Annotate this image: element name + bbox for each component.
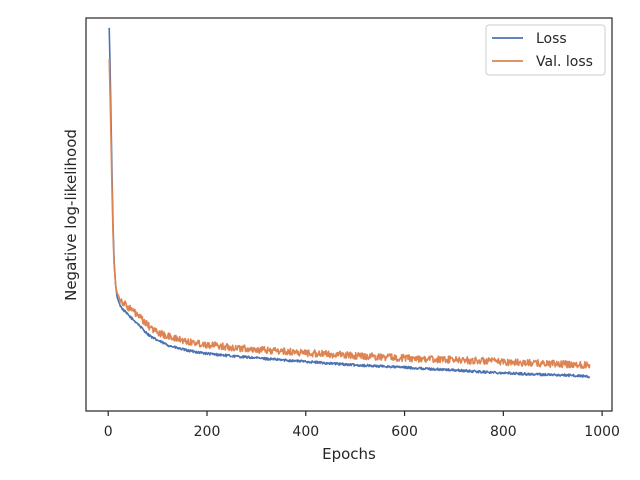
x-tick-label: 600 bbox=[391, 424, 418, 440]
legend-label-loss: Loss bbox=[536, 31, 567, 47]
plot-area bbox=[86, 18, 612, 411]
series-line-loss bbox=[108, 27, 591, 379]
y-axis-title: Negative log-likelihood bbox=[62, 129, 80, 301]
x-tick-label: 400 bbox=[292, 424, 319, 440]
legend-label-val-loss: Val. loss bbox=[536, 54, 593, 70]
x-tick-label: 1000 bbox=[584, 424, 620, 440]
plot-frame bbox=[85, 17, 613, 412]
x-axis-title: Epochs bbox=[322, 445, 376, 463]
x-tick-label: 200 bbox=[194, 424, 221, 440]
legend: Loss Val. loss bbox=[485, 24, 606, 76]
series-line-val-loss bbox=[108, 59, 591, 369]
x-tick-label: 0 bbox=[104, 424, 113, 440]
x-tick-label: 800 bbox=[490, 424, 517, 440]
series-layer bbox=[108, 27, 591, 379]
x-axis-ticks: 0 200 400 600 800 1000 bbox=[104, 411, 620, 440]
